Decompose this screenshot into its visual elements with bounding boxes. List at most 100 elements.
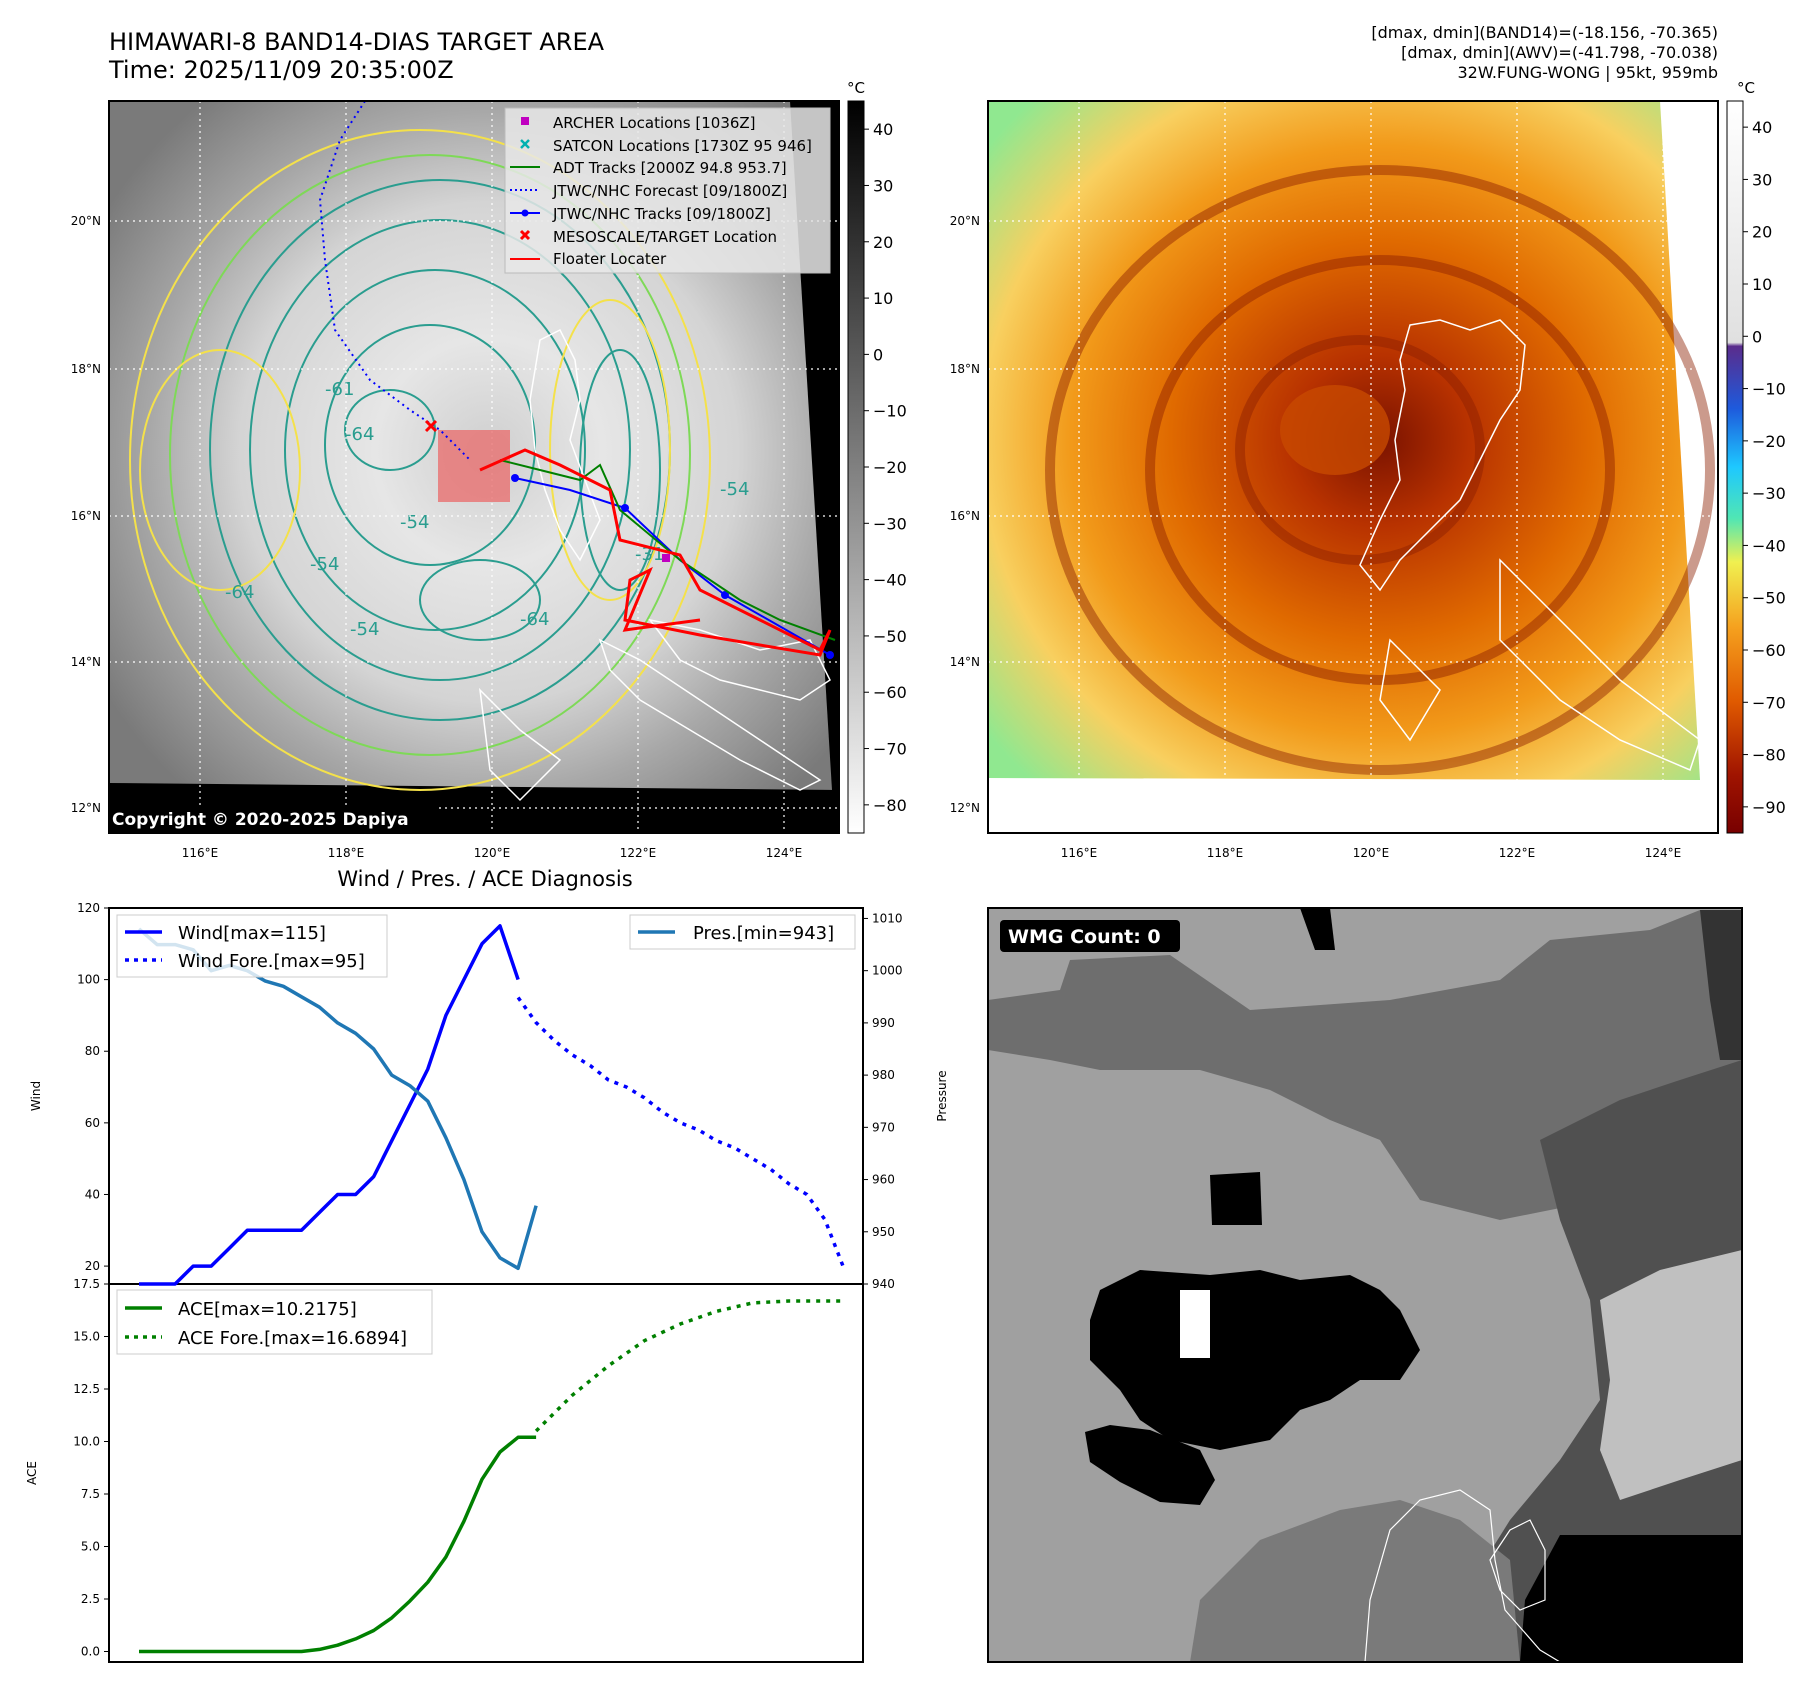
axis-tick-label: 950 <box>872 1225 895 1239</box>
pressure-legend-label: Pres.[min=943] <box>693 923 834 944</box>
jtwc-track <box>514 477 831 656</box>
lon-label: 120°E <box>1353 846 1390 860</box>
legend-label: JTWC/NHC Tracks [09/1800Z] <box>552 205 771 223</box>
info-line3: 32W.FUNG-WONG | 95kt, 959mb <box>1457 63 1718 82</box>
gray-colorbar-unit: °C <box>847 79 865 97</box>
lat-label: 16°N <box>950 509 980 523</box>
axis-tick-label: 970 <box>872 1120 895 1134</box>
colorbar-tick-label: −40 <box>1752 536 1786 555</box>
pressure-legend: Pres.[min=943] <box>629 914 856 950</box>
axis-tick-label: 7.5 <box>81 1487 100 1501</box>
color-map-eye <box>1280 385 1390 475</box>
colorbar-tick-label: 20 <box>1752 223 1772 242</box>
color-colorbar-unit: °C <box>1737 79 1755 97</box>
ace-fore-legend-label: ACE Fore.[max=16.6894] <box>178 1328 407 1349</box>
axis-tick-label: 1010 <box>872 911 903 925</box>
wmg-count-label: WMG Count: 0 <box>1008 926 1161 948</box>
colorbar-tick-label: 40 <box>1752 118 1772 137</box>
legend-item-mesoscale: MESOSCALE/TARGET Location <box>519 228 777 246</box>
gray-colorbar: °C 40 30 20 10 0 −10 −20 −30 −40 −50 −60 −70 −80 <box>847 79 907 834</box>
jtwc-track-points <box>511 474 834 659</box>
wind-legend-label: Wind[max=115] <box>178 923 326 944</box>
wmg-frame <box>987 907 1743 1663</box>
legend-label: ARCHER Locations [1036Z] <box>553 114 756 132</box>
ace-legend: ACE[max=10.2175] ACE Fore.[max=16.6894] <box>116 1289 433 1355</box>
axis-tick-label: 10.0 <box>73 1435 100 1449</box>
legend-item-archer: ARCHER Locations [1036Z] <box>521 114 756 132</box>
colorbar-tick-label: −50 <box>873 627 907 646</box>
pressure-axis-label: Pressure <box>935 1070 949 1121</box>
colorbar-tick-label: 0 <box>873 345 883 364</box>
ir-map-frame <box>108 100 840 834</box>
colorbar-tick-label: −70 <box>1752 693 1786 712</box>
ace-axis-label: ACE <box>25 1461 39 1485</box>
ir-lat-labels: 20°N 18°N 16°N 14°N 12°N <box>71 214 101 815</box>
wind-axis-ticks: 120 100 80 60 40 20 <box>77 901 109 1273</box>
colorbar-tick-label: −30 <box>873 514 907 533</box>
legend-label: JTWC/NHC Forecast [09/1800Z] <box>552 182 787 200</box>
diagnosis-title: Wind / Pres. / ACE Diagnosis <box>337 867 632 891</box>
gray-colorbar-strip <box>847 100 865 834</box>
colorbar-tick-label: −20 <box>873 458 907 477</box>
lat-label: 16°N <box>71 509 101 523</box>
wmg-gray-region-bottom <box>1190 1500 1520 1662</box>
lat-label: 20°N <box>71 214 101 228</box>
contour-label: -54 <box>720 479 749 500</box>
colorbar-tick-label: 20 <box>873 233 893 252</box>
lon-label: 124°E <box>1645 846 1682 860</box>
color-map-panel: 20°N 18°N 16°N 14°N 12°N 116°E 118°E 120… <box>950 100 1719 860</box>
wmg-black-region-topright <box>1700 910 1742 1060</box>
jtwc-forecast-track <box>318 101 471 461</box>
colorbar-tick-label: −90 <box>1752 798 1786 817</box>
lon-label: 118°E <box>1207 846 1244 860</box>
lat-label: 18°N <box>71 362 101 376</box>
color-lon-labels: 116°E 118°E 120°E 122°E 124°E <box>1061 846 1682 860</box>
series-line-4 <box>534 1299 843 1433</box>
axis-tick-label: 120 <box>77 901 100 915</box>
colorbar-tick-label: 40 <box>873 120 893 139</box>
legend-label: SATCON Locations [1730Z 95 946] <box>553 137 812 155</box>
pressure-axis-ticks: 1010 1000 990 980 970 960 950 940 <box>863 911 903 1291</box>
legend-label: Floater Locater <box>553 250 667 268</box>
adt-track <box>499 459 836 641</box>
ir-contour-labels: -54 -54 -64 -64 -54 -64 -31 -54 -61 <box>225 379 749 640</box>
lon-label: 116°E <box>1061 846 1098 860</box>
wmg-black-top <box>1300 908 1335 950</box>
lon-label: 118°E <box>328 846 365 860</box>
legend-box <box>504 107 831 274</box>
lat-label: 14°N <box>950 655 980 669</box>
colorbar-tick-label: −40 <box>873 571 907 590</box>
colorbar-tick-label: −60 <box>1752 641 1786 660</box>
target-area-box <box>438 430 510 502</box>
ace-axis-ticks: 17.5 15.0 12.5 10.0 7.5 5.0 2.5 0.0 <box>73 1277 109 1659</box>
color-lat-labels: 20°N 18°N 16°N 14°N 12°N <box>950 214 980 815</box>
colorbar-tick-label: −10 <box>873 402 907 421</box>
legend-item-jtwc-tracks: JTWC/NHC Tracks [09/1800Z] <box>510 205 771 223</box>
color-colorbar-strip <box>1726 100 1744 834</box>
wmg-count-badge-bg <box>1000 920 1180 952</box>
lon-label: 120°E <box>474 846 511 860</box>
copyright-bg <box>109 805 439 833</box>
color-map-coastlines <box>1359 319 1701 772</box>
copyright-text: Copyright © 2020-2025 Dapiya <box>112 810 409 830</box>
colorbar-tick-label: −60 <box>873 683 907 702</box>
colorbar-tick-label: −80 <box>1752 746 1786 765</box>
wmg-black-blob-small <box>1210 1172 1262 1225</box>
legend-label: MESOSCALE/TARGET Location <box>553 228 777 246</box>
contour-label: -64 <box>520 609 549 630</box>
legend-item-floater: Floater Locater <box>510 250 667 268</box>
x-marker-icon <box>519 229 531 241</box>
archer-markers <box>662 554 670 562</box>
colorbar-tick-label: −50 <box>1752 589 1786 608</box>
wmg-panel: WMG Count: 0 <box>987 907 1743 1663</box>
lon-label: 122°E <box>620 846 657 860</box>
wmg-black-blob-lower <box>1085 1425 1215 1505</box>
page-title-line2: Time: 2025/11/09 20:35:00Z <box>108 56 454 84</box>
axis-tick-label: 100 <box>77 973 100 987</box>
lon-label: 122°E <box>1499 846 1536 860</box>
info-line2: [dmax, dmin](AWV)=(-41.798, -70.038) <box>1401 43 1718 62</box>
color-colorbar: °C 40 30 20 10 0 −10 −20 −30 −40 −50 −60 −70 −80 −90 <box>1726 79 1786 834</box>
axis-tick-label: 980 <box>872 1068 895 1082</box>
colorbar-tick-label: 30 <box>873 176 893 195</box>
track-legend: ARCHER Locations [1036Z] SATCON Location… <box>504 107 831 274</box>
